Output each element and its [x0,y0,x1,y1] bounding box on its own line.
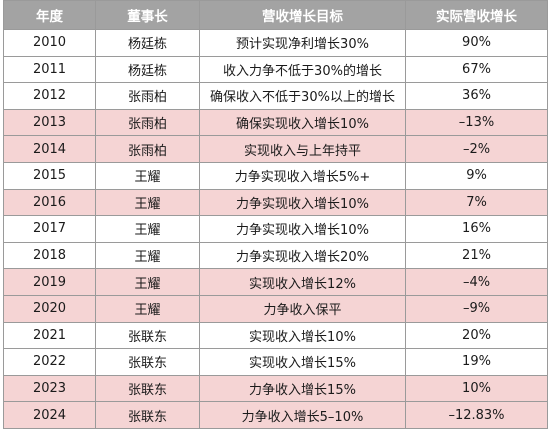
cell-year: 2024 [3,401,96,429]
cell-actual-growth: 19% [405,348,548,376]
cell-year: 2020 [3,294,96,323]
cell-chairman: 张雨柏 [95,82,200,110]
cell-actual-growth: 90% [405,29,548,57]
cell-actual-growth: –13% [405,108,548,137]
cell-year: 2012 [3,82,96,110]
header-chairman: 董事长 [95,0,200,30]
cell-revenue-target: 力争收入增长5–10% [199,401,406,429]
table-row: 2011 杨廷栋 收入力争不低于30%的增长 67% [3,55,548,84]
cell-revenue-target: 力争收入增长15% [199,374,406,403]
cell-chairman: 杨廷栋 [95,55,200,84]
cell-actual-growth: 67% [405,55,548,84]
cell-year: 2014 [3,135,96,163]
header-year: 年度 [3,0,96,30]
cell-revenue-target: 实现收入增长15% [199,348,406,376]
cell-year: 2021 [3,321,96,350]
cell-chairman: 张联东 [95,321,200,350]
cell-actual-growth: –4% [405,268,548,296]
table-header-row: 年度 董事长 营收增长目标 实际营收增长 [3,0,548,30]
cell-revenue-target: 预计实现净利增长30% [199,29,406,57]
table-row: 2015 王耀 力争实现收入增长5%+ 9% [3,161,548,190]
cell-actual-growth: 20% [405,321,548,350]
cell-revenue-target: 确保收入不低于30%以上的增长 [199,82,406,110]
header-actual-growth: 实际营收增长 [405,0,548,30]
cell-year: 2015 [3,161,96,190]
cell-chairman: 王耀 [95,161,200,190]
cell-year: 2011 [3,55,96,84]
header-revenue-target: 营收增长目标 [199,0,406,30]
table-row: 2024 张联东 力争收入增长5–10% –12.83% [3,401,548,429]
cell-revenue-target: 实现收入增长12% [199,268,406,296]
cell-revenue-target: 实现收入与上年持平 [199,135,406,163]
table-row: 2022 张联东 实现收入增长15% 19% [3,348,548,376]
cell-actual-growth: 10% [405,374,548,403]
table-row: 2010 杨廷栋 预计实现净利增长30% 90% [3,29,548,57]
cell-actual-growth: –12.83% [405,401,548,429]
cell-actual-growth: 7% [405,188,548,217]
cell-revenue-target: 收入力争不低于30%的增长 [199,55,406,84]
table-row: 2021 张联东 实现收入增长10% 20% [3,321,548,350]
table-row: 2020 王耀 力争收入保平 –9% [3,294,548,323]
cell-year: 2022 [3,348,96,376]
cell-actual-growth: –9% [405,294,548,323]
cell-year: 2017 [3,215,96,243]
cell-chairman: 张联东 [95,401,200,429]
revenue-growth-table: 年度 董事长 营收增长目标 实际营收增长 2010 杨廷栋 预计实现净利增长30% 9… [3,0,548,429]
cell-actual-growth: 16% [405,215,548,243]
cell-revenue-target: 力争收入保平 [199,294,406,323]
cell-actual-growth: 21% [405,241,548,270]
cell-year: 2016 [3,188,96,217]
table-row: 2017 王耀 力争实现收入增长10% 16% [3,215,548,243]
cell-chairman: 王耀 [95,268,200,296]
cell-actual-growth: 9% [405,161,548,190]
table-row: 2018 王耀 力争实现收入增长20% 21% [3,241,548,270]
cell-chairman: 杨廷栋 [95,29,200,57]
table-row: 2019 王耀 实现收入增长12% –4% [3,268,548,296]
cell-chairman: 王耀 [95,215,200,243]
cell-chairman: 张雨柏 [95,108,200,137]
cell-revenue-target: 实现收入增长10% [199,321,406,350]
cell-chairman: 王耀 [95,241,200,270]
cell-year: 2010 [3,29,96,57]
cell-revenue-target: 力争实现收入增长5%+ [199,161,406,190]
table-row: 2012 张雨柏 确保收入不低于30%以上的增长 36% [3,82,548,110]
cell-chairman: 王耀 [95,294,200,323]
cell-year: 2018 [3,241,96,270]
cell-actual-growth: –2% [405,135,548,163]
cell-revenue-target: 力争实现收入增长10% [199,215,406,243]
table-row: 2016 王耀 力争实现收入增长10% 7% [3,188,548,217]
cell-chairman: 张联东 [95,348,200,376]
cell-chairman: 张联东 [95,374,200,403]
table-row: 2023 张联东 力争收入增长15% 10% [3,374,548,403]
cell-year: 2019 [3,268,96,296]
cell-revenue-target: 力争实现收入增长10% [199,188,406,217]
cell-revenue-target: 确保实现收入增长10% [199,108,406,137]
cell-year: 2013 [3,108,96,137]
cell-chairman: 张雨柏 [95,135,200,163]
cell-chairman: 王耀 [95,188,200,217]
table-body: 2010 杨廷栋 预计实现净利增长30% 90% 2011 杨廷栋 收入力争不低于30%的增… [3,29,548,429]
cell-year: 2023 [3,374,96,403]
cell-actual-growth: 36% [405,82,548,110]
table-row: 2014 张雨柏 实现收入与上年持平 –2% [3,135,548,163]
cell-revenue-target: 力争实现收入增长20% [199,241,406,270]
table-row: 2013 张雨柏 确保实现收入增长10% –13% [3,108,548,137]
